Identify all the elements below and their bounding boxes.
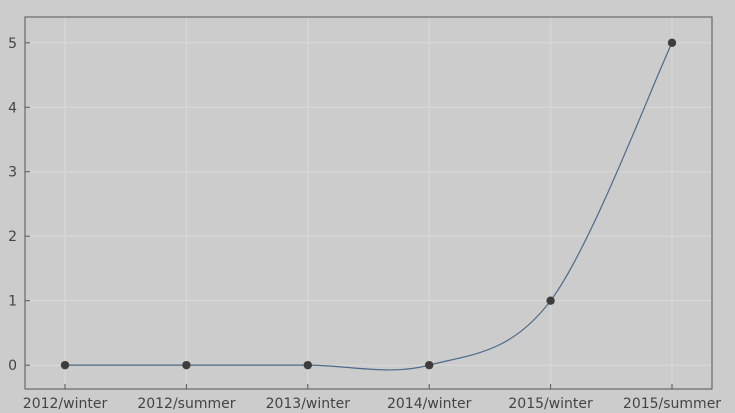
data-point [667, 38, 677, 47]
data-point [546, 296, 555, 305]
y-tick-label: 3 [8, 165, 17, 181]
x-axis: 2012/winter 2012/summer 2013/winter 2014/wi… [23, 384, 721, 412]
x-tick-label: 2012/winter [23, 396, 108, 412]
y-tick-label: 4 [8, 100, 17, 116]
y-axis: 0 1 2 3 4 5 [8, 36, 30, 374]
plot-frame [24, 16, 713, 390]
x-tick-label: 2015/winter [508, 396, 593, 412]
x-tick-label: 2012/summer [137, 396, 235, 412]
data-point [182, 360, 191, 370]
series-line [65, 42, 673, 371]
y-tick-label: 0 [8, 358, 17, 374]
x-tick-label: 2013/winter [266, 396, 351, 412]
x-tick-label: 2014/winter [387, 396, 472, 412]
grid-lines [25, 17, 712, 389]
y-tick-label: 1 [8, 294, 17, 310]
data-point [60, 360, 70, 370]
series-group [60, 38, 677, 371]
data-point [303, 360, 312, 370]
y-tick-label: 2 [8, 229, 17, 245]
data-point [425, 360, 434, 370]
x-tick-label: 2015/summer [623, 396, 721, 412]
y-tick-label: 5 [8, 36, 17, 52]
